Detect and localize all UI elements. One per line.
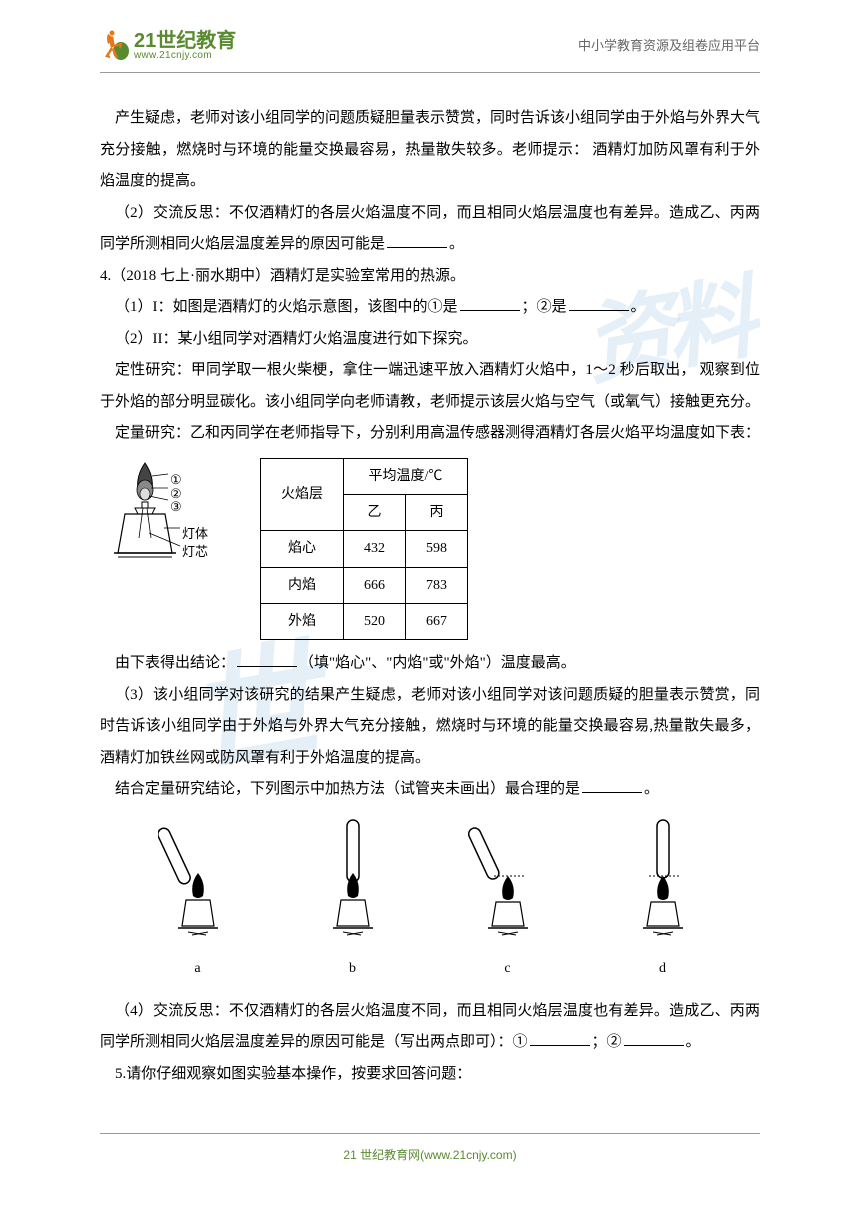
q4-1-prefix: （1）I：如图是酒精灯的火焰示意图，该图中的①是: [115, 299, 458, 315]
method-a: a: [148, 818, 248, 984]
table-cell: 667: [406, 604, 468, 640]
page-header: 21世纪教育 www.21cnjy.com 中小学教育资源及组卷应用平台: [0, 0, 860, 72]
table-cell: 焰心: [261, 531, 344, 567]
blank-1: [387, 230, 447, 248]
table-cell: 外焰: [261, 604, 344, 640]
q4-2c-prefix: 由下表得出结论：: [115, 655, 235, 671]
table-header-row: 火焰层 平均温度/℃: [261, 458, 468, 494]
table-cell: 666: [344, 567, 406, 603]
q4-part1: （1）I：如图是酒精灯的火焰示意图，该图中的①是 ；②是 。: [100, 292, 760, 324]
q4-2c: 由下表得出结论： （填"焰心"、"内焰"或"外焰"）温度最高。: [100, 648, 760, 680]
table-cell: 内焰: [261, 567, 344, 603]
flame-label-wick: 灯芯: [182, 538, 208, 565]
q4-3b-suffix: 。: [644, 781, 659, 797]
table-sub-bing: 丙: [406, 494, 468, 530]
method-b-label: b: [303, 954, 403, 983]
main-content: 产生疑虑，老师对该小组同学的问题质疑胆量表示赞赏，同时告诉该小组同学由于外焰与外…: [0, 73, 860, 1110]
table-header-temp: 平均温度/℃: [344, 458, 468, 494]
paragraph-2: （2）交流反思：不仅酒精灯的各层火焰温度不同，而且相同火焰层温度也有差异。造成乙…: [100, 198, 760, 261]
method-b: b: [303, 818, 403, 984]
blank-2: [460, 293, 520, 311]
q4-part2a: 定性研究：甲同学取一根火柴梗，拿住一端迅速平放入酒精灯火焰中，1～2 秒后取出，…: [100, 355, 760, 418]
table-row: 内焰 666 783: [261, 567, 468, 603]
table-header-layer: 火焰层: [261, 458, 344, 531]
blank-5: [582, 775, 642, 793]
temperature-table: 火焰层 平均温度/℃ 乙 丙 焰心 432 598 内焰 666 783 外焰 …: [260, 458, 468, 641]
logo-icon: [100, 30, 130, 62]
table-row: 焰心 432 598: [261, 531, 468, 567]
logo-sub-text: www.21cnjy.com: [134, 51, 236, 61]
logo-main-text: 21世纪教育: [134, 31, 236, 51]
q4-1-mid: ；②是: [522, 299, 567, 315]
table-cell: 520: [344, 604, 406, 640]
blank-3: [569, 293, 629, 311]
page-footer: 21 世纪教育网(www.21cnjy.com): [100, 1133, 760, 1172]
flame-label-3: ③: [170, 493, 182, 520]
q4-part3: （3）该小组同学对该研究的结果产生疑虑，老师对该小组同学对该问题质疑的胆量表示赞…: [100, 680, 760, 775]
blank-4: [237, 649, 297, 667]
q4-part2-header: （2）II：某小组同学对酒精灯火焰温度进行如下探究。: [100, 324, 760, 356]
table-row: 外焰 520 667: [261, 604, 468, 640]
table-sub-yi: 乙: [344, 494, 406, 530]
flame-table-section: ① ② ③ 灯体 灯芯 火焰层 平均温度/℃ 乙 丙 焰心 432 598 内焰…: [100, 458, 760, 641]
method-c-label: c: [458, 954, 558, 983]
footer-text: 21 世纪教育网(www.21cnjy.com): [343, 1148, 516, 1162]
q4-4-mid: ；②: [592, 1034, 622, 1050]
heating-methods-row: a b c: [120, 818, 740, 984]
header-right-text: 中小学教育资源及组卷应用平台: [578, 32, 760, 59]
q4-3b-prefix: 结合定量研究结论，下列图示中加热方法（试管夹未画出）最合理的是: [115, 781, 580, 797]
table-cell: 432: [344, 531, 406, 567]
table-cell: 783: [406, 567, 468, 603]
q4-part4: （4）交流反思：不仅酒精灯的各层火焰温度不同，而且相同火焰层温度也有差异。造成乙…: [100, 996, 760, 1059]
question-4-title: 4.（2018 七上·丽水期中）酒精灯是实验室常用的热源。: [100, 261, 760, 293]
paragraph-1: 产生疑虑，老师对该小组同学的问题质疑胆量表示赞赏，同时告诉该小组同学由于外焰与外…: [100, 103, 760, 198]
method-d-label: d: [613, 954, 713, 983]
question-5: 5.请你仔细观察如图实验基本操作，按要求回答问题：: [100, 1059, 760, 1091]
q4-4-suffix: 。: [686, 1034, 701, 1050]
method-d: d: [613, 818, 713, 984]
blank-7: [624, 1028, 684, 1046]
q4-2c-mid: （填"焰心"、"内焰"或"外焰"）温度最高。: [299, 655, 576, 671]
method-a-label: a: [148, 954, 248, 983]
method-c: c: [458, 818, 558, 984]
blank-6: [530, 1028, 590, 1046]
table-cell: 598: [406, 531, 468, 567]
flame-diagram: ① ② ③ 灯体 灯芯: [100, 458, 230, 578]
q4-1-suffix: 。: [631, 299, 646, 315]
q4-part2b: 定量研究：乙和丙同学在老师指导下，分别利用高温传感器测得酒精灯各层火焰平均温度如…: [100, 418, 760, 450]
logo: 21世纪教育 www.21cnjy.com: [100, 30, 236, 62]
p2-suffix: 。: [449, 236, 464, 252]
q4-part3b: 结合定量研究结论，下列图示中加热方法（试管夹未画出）最合理的是 。: [100, 774, 760, 806]
